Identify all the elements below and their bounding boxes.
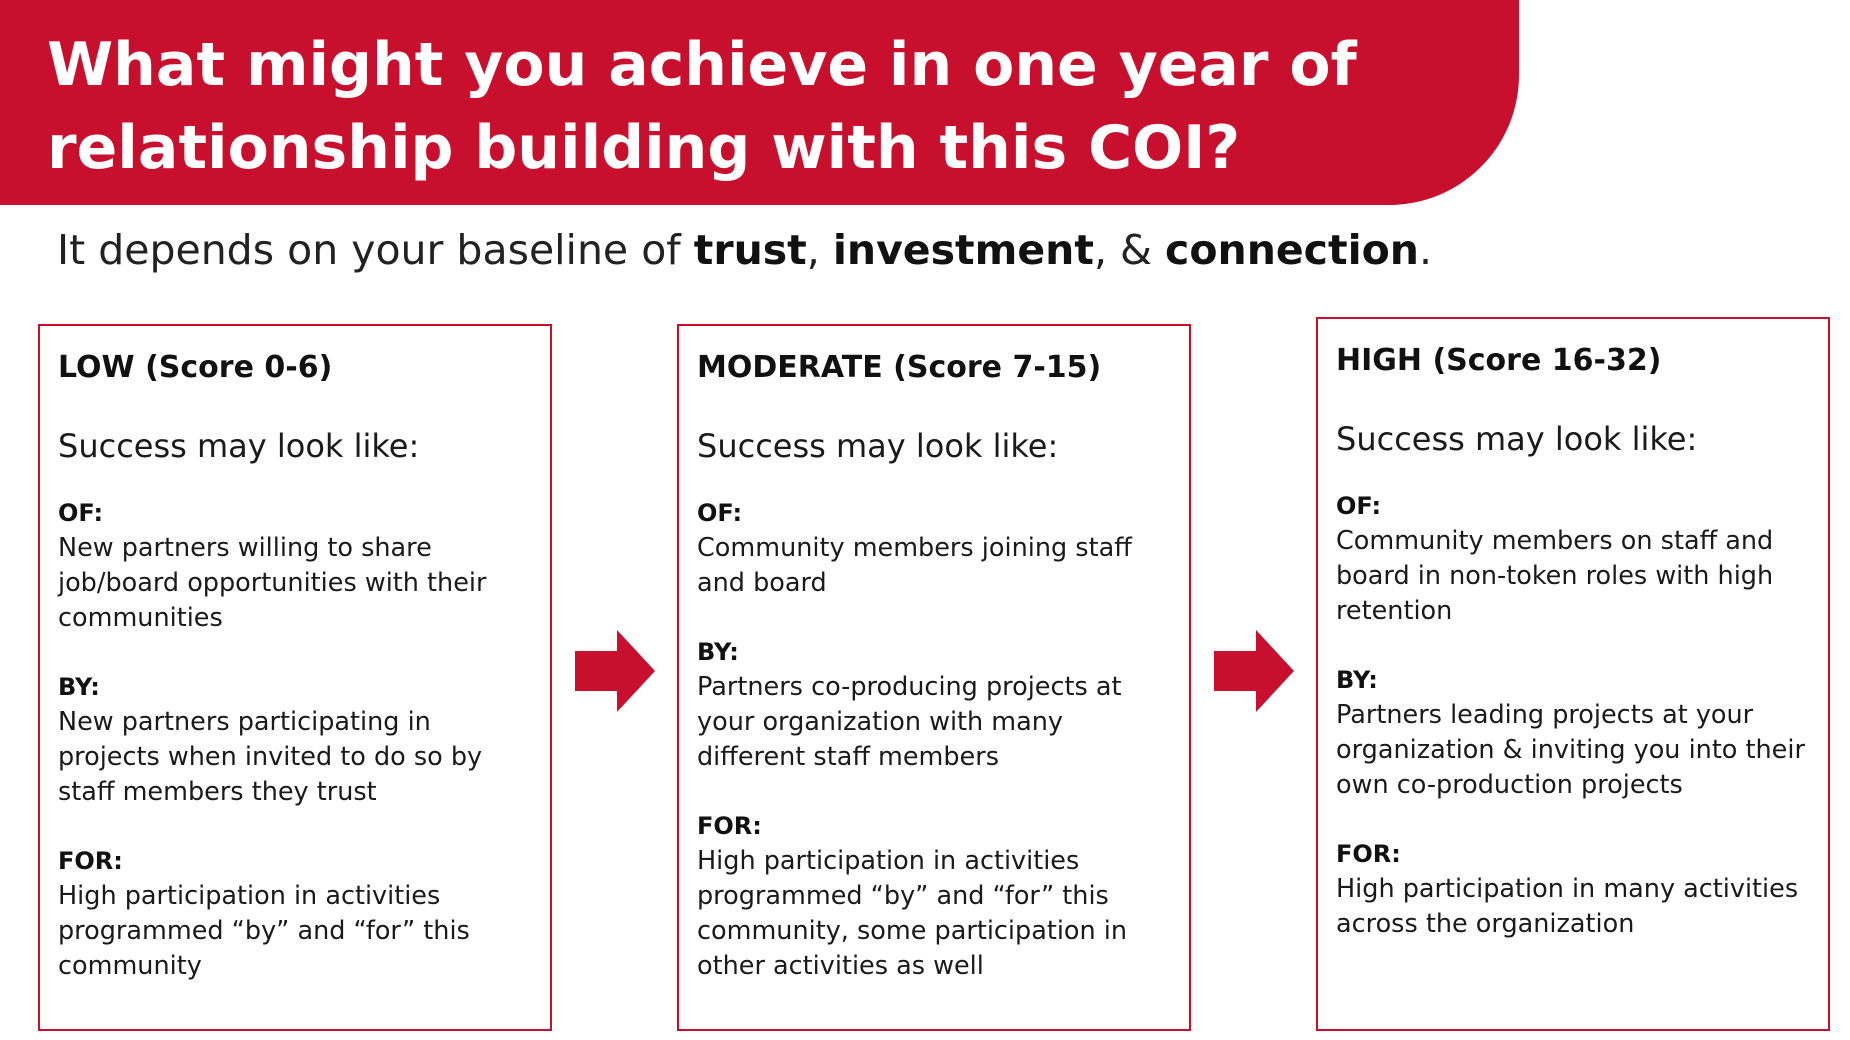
card-title: MODERATE (Score 7-15) — [697, 350, 1102, 385]
subtitle-term-connection: connection — [1165, 226, 1419, 274]
card-title: HIGH (Score 16-32) — [1336, 343, 1662, 378]
section-by: BY: Partners co-producing projects at yo… — [697, 635, 1171, 775]
title-banner: What might you achieve in one year of re… — [0, 0, 1519, 205]
section-for: FOR: High participation in many activiti… — [1336, 837, 1810, 942]
subtitle-suffix: . — [1419, 226, 1433, 274]
section-label: OF: — [1336, 492, 1382, 520]
section-text: New partners willing to share job/board … — [58, 533, 487, 633]
section-for: FOR: High participation in activities pr… — [58, 844, 532, 984]
card-high: HIGH (Score 16-32) Success may look like… — [1316, 317, 1830, 1031]
arrow-right-icon — [1214, 630, 1294, 712]
section-text: High participation in many activities ac… — [1336, 874, 1799, 939]
section-label: FOR: — [1336, 840, 1401, 868]
section-of: OF: Community members joining staff and … — [697, 496, 1171, 601]
subtitle-separator: , — [806, 226, 833, 274]
section-text: Partners leading projects at your organi… — [1336, 700, 1805, 800]
section-of: OF: New partners willing to share job/bo… — [58, 496, 532, 636]
section-label: BY: — [1336, 666, 1378, 694]
section-label: OF: — [697, 499, 743, 527]
section-text: High participation in activities program… — [697, 846, 1128, 981]
subtitle-prefix: It depends on your baseline of — [57, 226, 694, 274]
card-subhead: Success may look like: — [58, 427, 420, 465]
section-label: BY: — [697, 638, 739, 666]
card-subhead: Success may look like: — [1336, 420, 1698, 458]
section-text: Community members joining staff and boar… — [697, 533, 1132, 598]
section-by: BY: Partners leading projects at your or… — [1336, 663, 1810, 803]
section-of: OF: Community members on staff and board… — [1336, 489, 1810, 629]
section-by: BY: New partners participating in projec… — [58, 670, 532, 810]
card-moderate: MODERATE (Score 7-15) Success may look l… — [677, 324, 1191, 1031]
subtitle-separator: , & — [1093, 226, 1166, 274]
section-text: New partners participating in projects w… — [58, 707, 483, 807]
subtitle: It depends on your baseline of trust, in… — [57, 222, 1432, 278]
section-for: FOR: High participation in activities pr… — [697, 809, 1171, 984]
section-text: Community members on staff and board in … — [1336, 526, 1774, 626]
section-label: FOR: — [697, 812, 762, 840]
arrow-right-icon — [575, 630, 655, 712]
section-label: OF: — [58, 499, 104, 527]
card-subhead: Success may look like: — [697, 427, 1059, 465]
section-label: BY: — [58, 673, 100, 701]
section-text: Partners co-producing projects at your o… — [697, 672, 1122, 772]
card-title: LOW (Score 0-6) — [58, 350, 333, 385]
subtitle-term-trust: trust — [693, 226, 807, 274]
section-label: FOR: — [58, 847, 123, 875]
section-text: High participation in activities program… — [58, 881, 470, 981]
page-title: What might you achieve in one year of re… — [47, 30, 1357, 183]
subtitle-term-investment: investment — [832, 226, 1094, 274]
card-low: LOW (Score 0-6) Success may look like: O… — [38, 324, 552, 1031]
